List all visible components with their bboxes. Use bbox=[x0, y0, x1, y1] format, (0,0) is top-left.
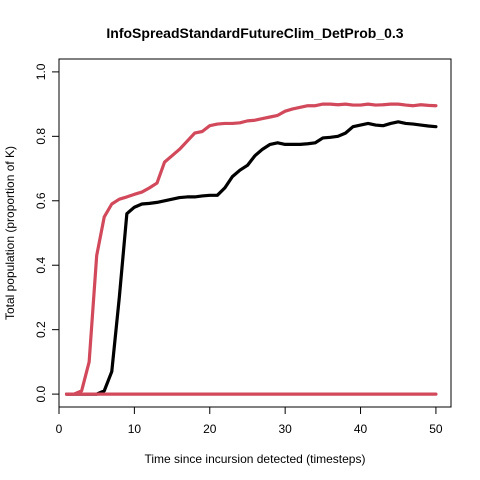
x-tick-label: 50 bbox=[429, 422, 443, 436]
series-layer bbox=[64, 102, 438, 396]
y-tick-label: 0.6 bbox=[34, 192, 48, 209]
y-tick-label: 0.4 bbox=[34, 257, 48, 274]
plot-frame bbox=[58, 58, 452, 408]
y-tick-label: 0.8 bbox=[34, 128, 48, 145]
y-tick-label: 0.2 bbox=[34, 321, 48, 338]
y-axis-label: Total population (proportion of K) bbox=[3, 146, 17, 320]
y-axis: 0.0 0.2 0.4 0.6 0.8 1.0 bbox=[34, 63, 59, 402]
x-axis: 0 10 20 30 40 50 bbox=[56, 407, 443, 436]
y-tick-label: 0.0 bbox=[34, 385, 48, 402]
series-line-2 bbox=[64, 102, 438, 396]
x-axis-label: Time since incursion detected (timesteps… bbox=[145, 452, 366, 466]
x-tick-label: 10 bbox=[128, 422, 142, 436]
series-line-1 bbox=[64, 120, 438, 396]
x-tick-label: 30 bbox=[278, 422, 292, 436]
y-tick-label: 1.0 bbox=[34, 63, 48, 80]
x-tick-label: 0 bbox=[56, 422, 63, 436]
x-tick-label: 20 bbox=[203, 422, 217, 436]
x-tick-label: 40 bbox=[354, 422, 368, 436]
chart-title: InfoSpreadStandardFutureClim_DetProb_0.3 bbox=[106, 25, 403, 41]
